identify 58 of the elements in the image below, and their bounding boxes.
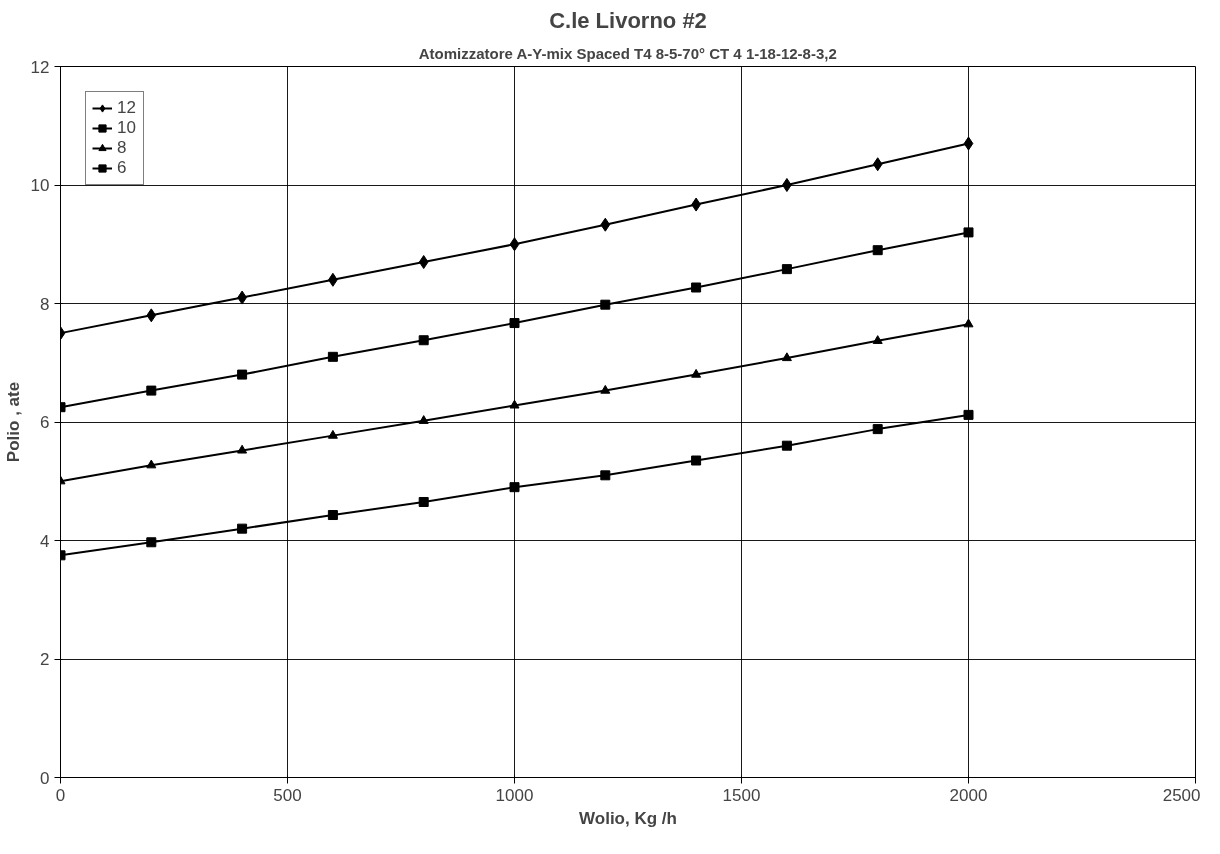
y-tick-label: 10 (30, 176, 50, 195)
x-tick-label: 2500 (1162, 785, 1201, 805)
point (509, 399, 520, 409)
point (418, 496, 429, 507)
point (963, 227, 974, 238)
y-tick-label: 8 (40, 294, 50, 314)
y-tick-label: 4 (40, 531, 50, 551)
y-axis-title: Polio , ate (3, 381, 23, 463)
chart-title: C.le Livorno #2 (549, 7, 707, 33)
point (509, 318, 520, 329)
point (146, 385, 157, 396)
point (782, 178, 792, 192)
point (237, 444, 248, 454)
point (872, 335, 883, 344)
point (963, 136, 974, 151)
point (600, 384, 611, 394)
legend-label: 10 (117, 118, 137, 138)
point (781, 264, 792, 275)
point (781, 440, 792, 451)
point (691, 368, 702, 378)
point (600, 299, 611, 310)
y-tick-label: 12 (30, 57, 50, 77)
chart-subtitle: Atomizzatore A-Y-mix Spaced T4 8-5-70° CT 4 1-18-12-8-3,2 (418, 44, 837, 62)
point (418, 255, 429, 270)
point (872, 424, 883, 435)
point (872, 245, 883, 256)
point (509, 237, 520, 252)
point (691, 282, 702, 293)
point (600, 470, 611, 481)
point (327, 510, 338, 521)
point (327, 429, 338, 439)
legend-label: 8 (117, 138, 128, 158)
point (146, 308, 157, 323)
point (146, 459, 157, 469)
point (781, 352, 792, 362)
point (509, 482, 520, 493)
point (691, 455, 702, 466)
point (146, 537, 157, 548)
x-axis-title: Wolio, Kg /h (579, 808, 677, 828)
y-tick-label: 0 (40, 768, 50, 788)
x-tick-label: 2000 (949, 785, 988, 805)
x-tick-label: 1000 (495, 785, 534, 805)
point (418, 335, 429, 346)
point (418, 415, 429, 424)
point (963, 318, 974, 328)
x-tick-label: 0 (55, 785, 66, 805)
legend-label: 12 (117, 98, 137, 118)
y-tick-label: 2 (40, 650, 50, 669)
y-tick-label: 6 (40, 413, 50, 432)
point (237, 523, 248, 534)
x-tick-label: 1500 (722, 785, 761, 805)
x-tick-label: 500 (273, 785, 302, 805)
legend-label: 6 (117, 158, 128, 178)
point (327, 351, 338, 362)
point (963, 409, 974, 420)
point (600, 217, 611, 232)
point (237, 369, 248, 380)
point (872, 157, 883, 172)
